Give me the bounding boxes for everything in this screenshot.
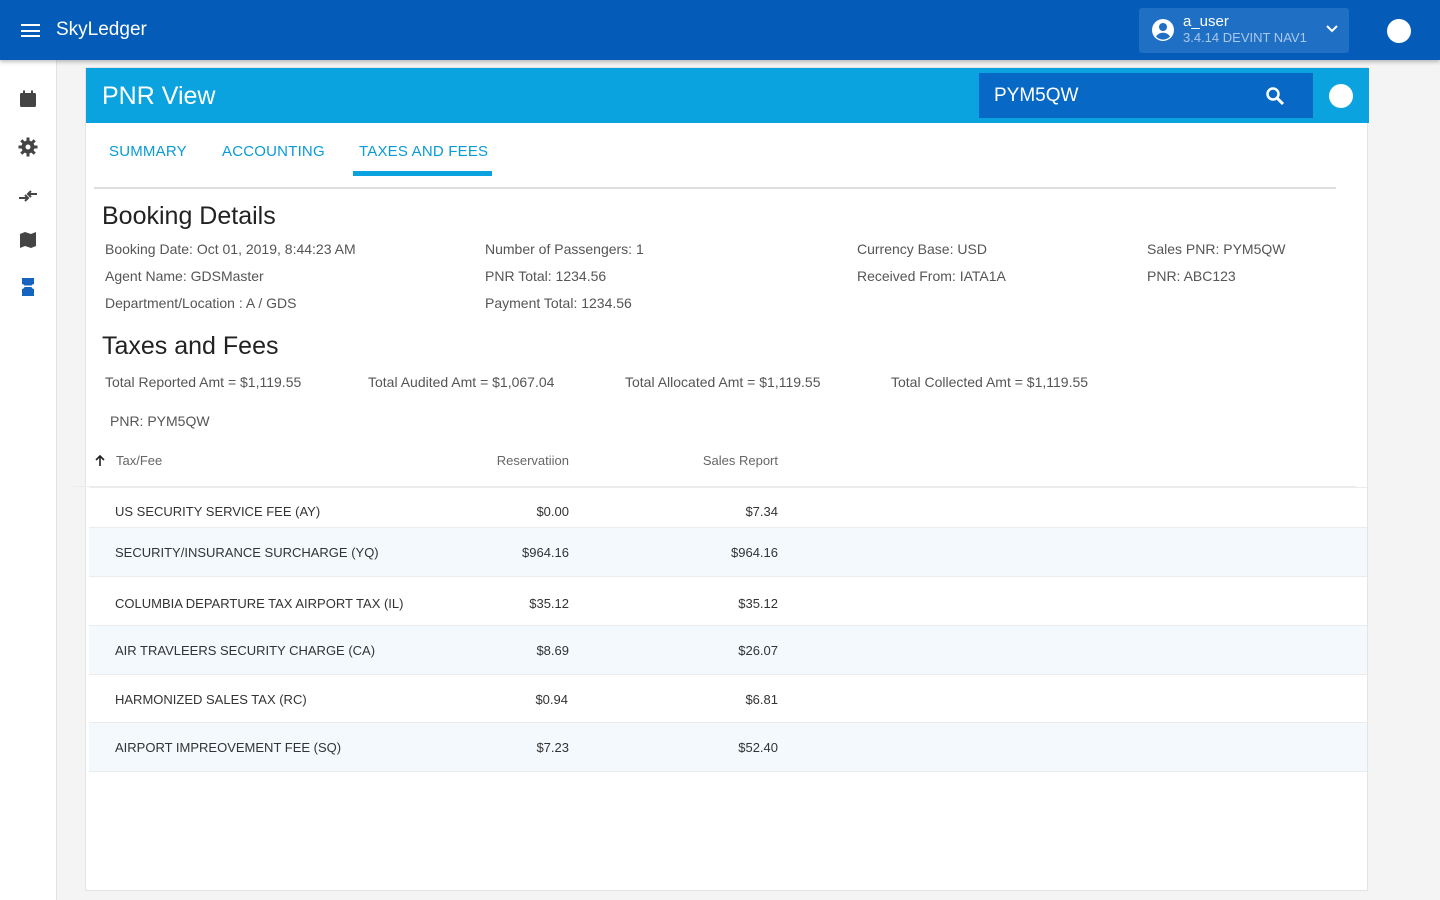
tax-name: SECURITY/INSURANCE SURCHARGE (YQ) [115, 545, 379, 560]
total-collected: Total Collected Amt = $1,119.55 [891, 374, 1089, 390]
tab-bar: SUMMARY ACCOUNTING TAXES AND FEES [94, 123, 1336, 189]
app-bar: SkyLedger a_user 3.4.14 DEVINT NAV1 [0, 0, 1440, 60]
arrow-up-icon[interactable] [94, 454, 106, 467]
reservation-amount: $0.94 [535, 692, 568, 707]
pnr-view-card: PNR View SUMMARY ACCOUNTING TAXES AND FE… [73, 67, 1369, 891]
taxes-and-fees-title: Taxes and Fees [102, 332, 279, 360]
table-bottom-divider [89, 771, 1367, 772]
table-header-divider [73, 486, 1356, 487]
number-of-passengers: Number of Passengers: 1 [485, 241, 644, 257]
column-header-tax-fee[interactable]: Tax/Fee [116, 453, 163, 468]
ticket-icon[interactable] [18, 277, 38, 297]
tab-summary[interactable]: SUMMARY [109, 143, 187, 160]
pnr-code: PNR: ABC123 [1147, 268, 1236, 284]
chevron-down-icon [1326, 25, 1338, 33]
app-title: SkyLedger [56, 19, 147, 40]
table-row[interactable]: US SECURITY SERVICE FEE (AY) $0.00 $7.34 [89, 487, 1367, 536]
reservation-amount: $8.69 [536, 643, 569, 658]
sales-pnr: Sales PNR: PYM5QW [1147, 241, 1286, 257]
pnr-search [979, 73, 1313, 118]
reservation-amount: $964.16 [522, 545, 569, 560]
page-title: PNR View [102, 82, 216, 110]
side-nav [0, 60, 57, 900]
total-allocated: Total Allocated Amt = $1,119.55 [625, 374, 821, 390]
user-menu-button[interactable]: a_user 3.4.14 DEVINT NAV1 [1139, 8, 1349, 53]
user-name: a_user [1183, 13, 1229, 30]
table-row[interactable]: AIRPORT IMPREOVEMENT FEE (SQ) $7.23 $52.… [89, 722, 1367, 771]
reservation-amount: $7.23 [536, 740, 569, 755]
pnr-search-input[interactable] [994, 85, 1254, 107]
table-row[interactable]: COLUMBIA DEPARTURE TAX AIRPORT TAX (IL) … [89, 576, 1367, 625]
column-header-sales-report[interactable]: Sales Report [702, 453, 778, 468]
table-row[interactable]: AIR TRAVLEERS SECURITY CHARGE (CA) $8.69… [89, 625, 1367, 674]
currency-base: Currency Base: USD [857, 241, 987, 257]
booking-date: Booking Date: Oct 01, 2019, 8:44:23 AM [105, 241, 356, 257]
agent-name: Agent Name: GDSMaster [105, 268, 264, 284]
tax-name: HARMONIZED SALES TAX (RC) [115, 692, 307, 707]
notification-dot[interactable] [1387, 19, 1411, 43]
taxes-pnr: PNR: PYM5QW [110, 413, 210, 429]
reservation-amount: $35.12 [529, 596, 569, 611]
sales-report-amount: $7.34 [745, 504, 778, 519]
pnr-total: PNR Total: 1234.56 [485, 268, 607, 284]
tax-name: AIRPORT IMPREOVEMENT FEE (SQ) [115, 740, 342, 755]
menu-icon[interactable] [21, 24, 40, 37]
account-circle-icon [1152, 19, 1174, 41]
header-action-dot[interactable] [1329, 84, 1353, 108]
tax-name: COLUMBIA DEPARTURE TAX AIRPORT TAX (IL) [115, 596, 404, 611]
sales-report-amount: $35.12 [738, 596, 778, 611]
total-reported: Total Reported Amt = $1,119.55 [105, 374, 302, 390]
tax-name: US SECURITY SERVICE FEE (AY) [115, 504, 321, 519]
calendar-icon[interactable] [18, 89, 38, 109]
transfer-icon[interactable] [18, 186, 38, 206]
received-from: Received From: IATA1A [857, 268, 1006, 284]
tab-accounting[interactable]: ACCOUNTING [222, 143, 325, 160]
app-version: 3.4.14 DEVINT NAV1 [1183, 30, 1307, 45]
search-icon[interactable] [1265, 86, 1285, 106]
map-icon[interactable] [18, 230, 38, 250]
column-header-reservation[interactable]: Reservatiion [496, 453, 569, 468]
table-row[interactable]: SECURITY/INSURANCE SURCHARGE (YQ) $964.1… [89, 527, 1367, 576]
payment-total: Payment Total: 1234.56 [485, 295, 632, 311]
reservation-amount: $0.00 [536, 504, 569, 519]
sales-report-amount: $26.07 [738, 643, 778, 658]
sales-report-amount: $964.16 [731, 545, 778, 560]
card-header: PNR View [86, 68, 1369, 123]
table-row[interactable]: HARMONIZED SALES TAX (RC) $0.94 $6.81 [89, 674, 1367, 723]
sales-report-amount: $52.40 [738, 740, 778, 755]
tax-name: AIR TRAVLEERS SECURITY CHARGE (CA) [115, 643, 376, 658]
sales-report-amount: $6.81 [745, 692, 778, 707]
department-location: Department/Location : A / GDS [105, 295, 297, 311]
gear-icon[interactable] [18, 137, 38, 157]
booking-details-title: Booking Details [102, 202, 276, 230]
tab-taxes-and-fees[interactable]: TAXES AND FEES [352, 143, 493, 176]
total-audited: Total Audited Amt = $1,067.04 [368, 374, 555, 390]
